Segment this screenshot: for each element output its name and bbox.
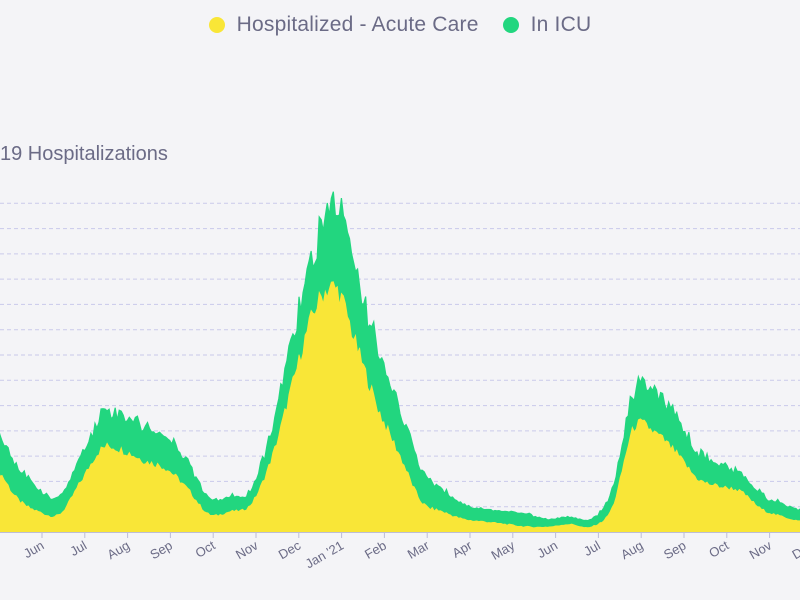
x-tick-label: Nov <box>747 537 775 562</box>
x-tick-label: Jun <box>534 538 560 561</box>
x-tick-label: Jul <box>581 538 603 559</box>
chart-legend: Hospitalized - Acute Care In ICU <box>0 8 800 42</box>
series-area-acute-care <box>0 281 800 533</box>
x-tick-label: Oct <box>706 537 731 560</box>
x-tick-label: May <box>489 537 518 563</box>
legend-item-icu[interactable]: In ICU <box>502 13 592 37</box>
legend-label-icu: In ICU <box>530 13 592 36</box>
x-tick-label: Oct <box>193 537 218 560</box>
x-tick-label: Dec <box>789 537 800 562</box>
x-tick-label: Dec <box>276 537 304 562</box>
x-tick-label: Aug <box>618 538 646 563</box>
x-tick-label: Mar <box>405 537 432 562</box>
x-tick-label: Sep <box>661 538 689 563</box>
x-tick-label: Apr <box>449 537 475 560</box>
x-axis: Jun Jul Aug Sep Oct Nov Dec Jan '21 Feb Mar Apr May… <box>21 532 800 571</box>
legend-dot-icon-icu <box>502 17 519 33</box>
x-tick-label: Jun <box>21 538 47 561</box>
x-tick-label: Jan '21 <box>303 538 346 572</box>
chart-title: 19 Hospitalizations <box>0 143 168 165</box>
legend-label-acute-care: Hospitalized - Acute Care <box>236 13 479 36</box>
x-tick-label: Sep <box>147 538 175 563</box>
x-tick-label: Feb <box>362 538 389 562</box>
legend-item-acute-care[interactable]: Hospitalized - Acute Care <box>208 13 479 37</box>
x-tick-label: Aug <box>105 538 133 563</box>
legend-dot-icon-acute-care <box>208 17 225 33</box>
area-series <box>0 191 800 533</box>
x-tick-label: Nov <box>233 537 261 562</box>
x-tick-label: Jul <box>67 538 89 559</box>
